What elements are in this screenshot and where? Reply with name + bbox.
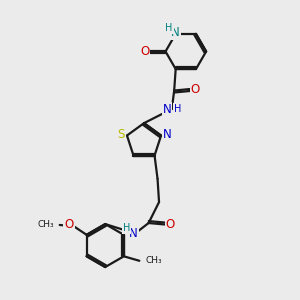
- Text: O: O: [190, 82, 200, 96]
- Text: N: N: [163, 128, 171, 140]
- Text: O: O: [166, 218, 175, 231]
- Text: CH₃: CH₃: [38, 220, 54, 229]
- Text: H: H: [122, 223, 130, 233]
- Text: H: H: [174, 104, 182, 114]
- Text: N: N: [171, 26, 180, 39]
- Text: O: O: [140, 45, 149, 58]
- Text: N: N: [129, 227, 138, 240]
- Text: S: S: [117, 128, 125, 140]
- Text: N: N: [163, 103, 171, 116]
- Text: H: H: [165, 23, 173, 34]
- Text: O: O: [64, 218, 74, 232]
- Text: CH₃: CH₃: [146, 256, 163, 265]
